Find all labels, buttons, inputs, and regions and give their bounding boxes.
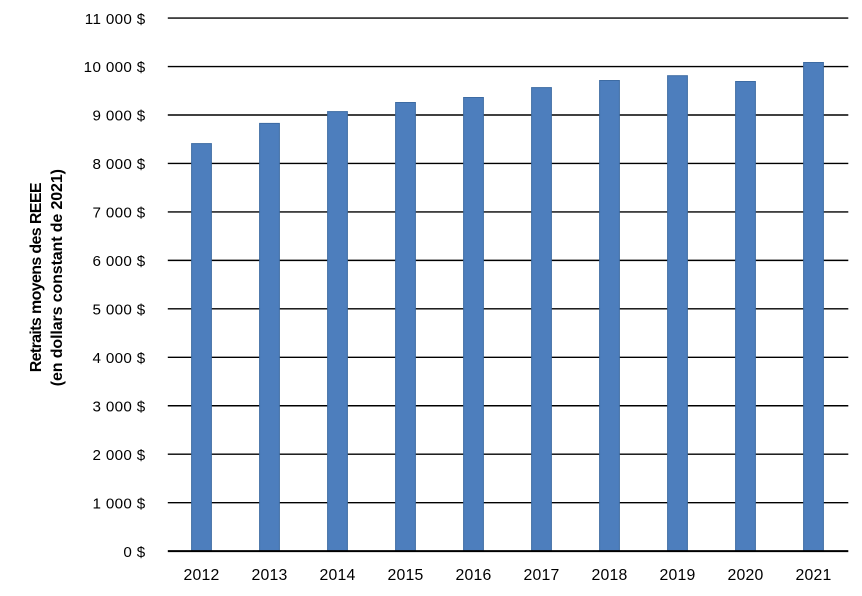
svg-text:2018: 2018 — [592, 567, 628, 584]
svg-text:2021: 2021 — [796, 567, 832, 584]
svg-text:2020: 2020 — [728, 567, 764, 584]
svg-text:6 000 $: 6 000 $ — [92, 253, 145, 270]
svg-text:7 000 $: 7 000 $ — [92, 205, 145, 222]
svg-text:5 000 $: 5 000 $ — [92, 301, 145, 318]
svg-text:2014: 2014 — [320, 567, 356, 584]
svg-text:9 000 $: 9 000 $ — [92, 108, 145, 125]
svg-text:2017: 2017 — [524, 567, 560, 584]
svg-text:0 $: 0 $ — [123, 544, 145, 561]
svg-text:4 000 $: 4 000 $ — [92, 350, 145, 367]
svg-text:2015: 2015 — [388, 567, 424, 584]
svg-text:3 000 $: 3 000 $ — [92, 398, 145, 415]
svg-text:Retraits moyens des REEE: Retraits moyens des REEE — [28, 182, 45, 372]
svg-text:8 000 $: 8 000 $ — [92, 156, 145, 173]
svg-text:(en dollars constant de 2021): (en dollars constant de 2021) — [49, 169, 66, 386]
svg-text:2019: 2019 — [660, 567, 696, 584]
svg-text:10 000 $: 10 000 $ — [84, 59, 146, 76]
svg-text:2013: 2013 — [252, 567, 288, 584]
svg-text:1 000 $: 1 000 $ — [92, 495, 145, 512]
svg-text:2012: 2012 — [184, 567, 220, 584]
svg-text:2 000 $: 2 000 $ — [92, 447, 145, 464]
svg-text:2016: 2016 — [456, 567, 492, 584]
svg-text:11 000 $: 11 000 $ — [85, 11, 146, 28]
